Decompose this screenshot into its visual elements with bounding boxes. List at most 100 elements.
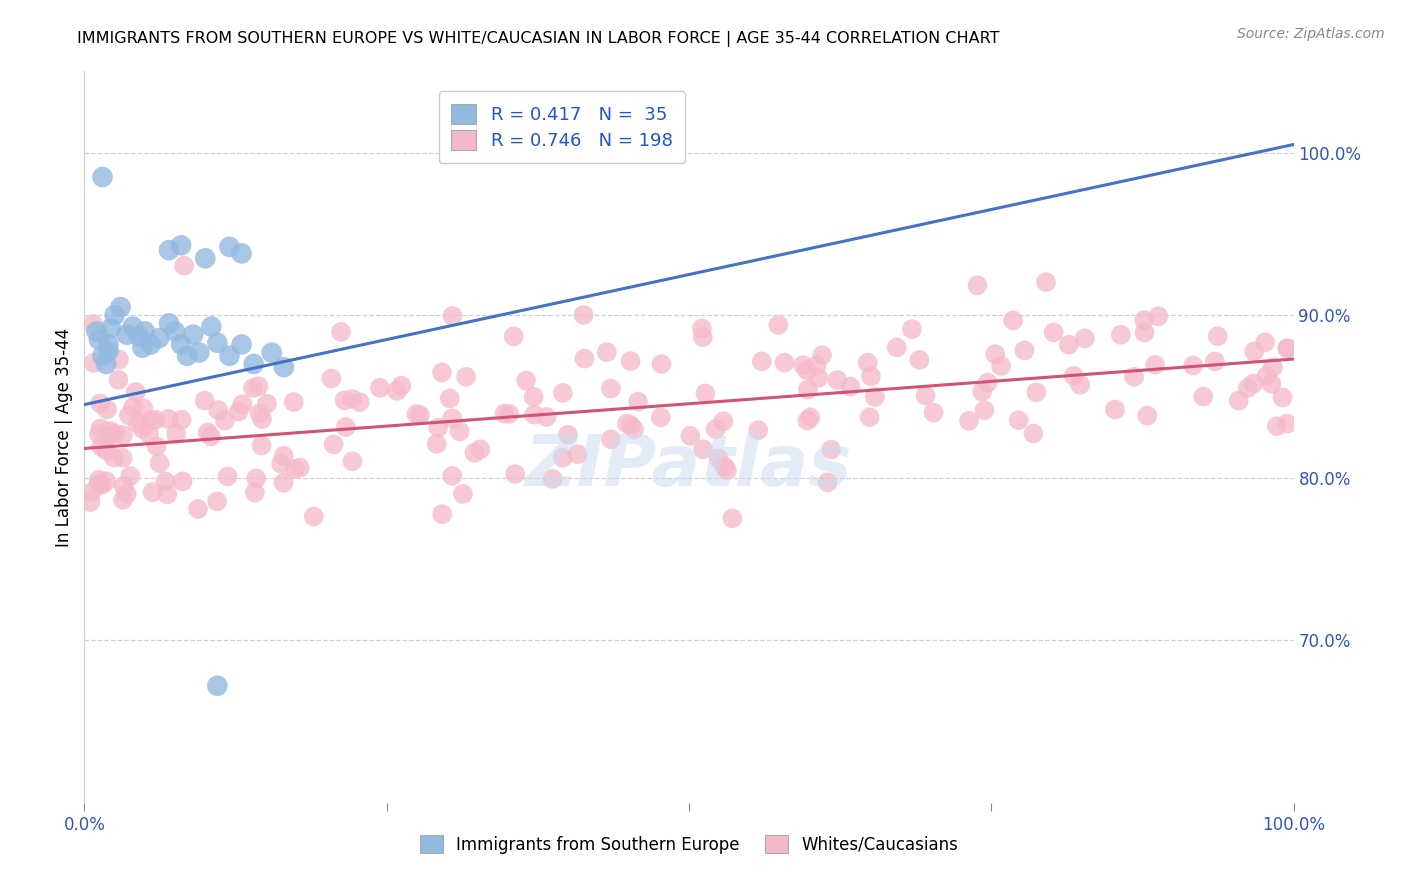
Point — [79, 495, 101, 509]
Point — [342, 454, 364, 468]
Point — [599, 382, 621, 396]
Point — [1035, 275, 1057, 289]
Point — [131, 421, 153, 435]
Point — [456, 369, 478, 384]
Point — [713, 414, 735, 428]
Point — [173, 259, 195, 273]
Point — [155, 475, 177, 489]
Point — [707, 451, 730, 466]
Point — [1022, 426, 1045, 441]
Point — [695, 386, 717, 401]
Point — [901, 322, 924, 336]
Point — [430, 507, 453, 521]
Point — [122, 401, 145, 415]
Point — [242, 357, 264, 371]
Point — [716, 463, 738, 477]
Point — [807, 371, 830, 385]
Point — [115, 327, 138, 342]
Point — [574, 351, 596, 366]
Point — [796, 363, 818, 377]
Point — [283, 395, 305, 409]
Point — [806, 359, 828, 373]
Point — [91, 169, 114, 184]
Point — [692, 330, 714, 344]
Point — [1254, 335, 1277, 350]
Point — [1277, 342, 1299, 356]
Point — [1144, 358, 1167, 372]
Point — [1236, 381, 1258, 395]
Point — [157, 316, 180, 330]
Point — [551, 450, 574, 465]
Point — [97, 343, 120, 358]
Point — [1265, 419, 1288, 434]
Point — [217, 469, 239, 483]
Point — [751, 354, 773, 368]
Point — [181, 327, 204, 342]
Point — [349, 395, 371, 409]
Point — [157, 243, 180, 257]
Point — [1133, 313, 1156, 327]
Point — [1260, 376, 1282, 391]
Point — [1277, 417, 1299, 431]
Point — [118, 409, 141, 423]
Point — [973, 403, 995, 417]
Point — [200, 319, 222, 334]
Point — [256, 397, 278, 411]
Point — [1025, 385, 1047, 400]
Text: IMMIGRANTS FROM SOUTHERN EUROPE VS WHITE/CAUCASIAN IN LABOR FORCE | AGE 35-44 CO: IMMIGRANTS FROM SOUTHERN EUROPE VS WHITE… — [77, 31, 1000, 47]
Point — [333, 393, 356, 408]
Point — [288, 460, 311, 475]
Point — [523, 408, 546, 422]
Point — [170, 238, 193, 252]
Point — [108, 352, 131, 367]
Point — [232, 397, 254, 411]
Point — [523, 390, 546, 404]
Point — [270, 457, 292, 471]
Point — [207, 403, 229, 417]
Point — [768, 318, 790, 332]
Point — [498, 407, 520, 421]
Point — [112, 479, 135, 493]
Point — [86, 325, 108, 339]
Point — [541, 472, 564, 486]
Point — [839, 379, 862, 393]
Point — [228, 404, 250, 418]
Point — [125, 384, 148, 399]
Point — [1069, 377, 1091, 392]
Point — [134, 325, 156, 339]
Point — [619, 354, 641, 368]
Point — [908, 353, 931, 368]
Point — [1042, 326, 1064, 340]
Point — [692, 442, 714, 457]
Point — [1002, 313, 1025, 327]
Point — [1227, 393, 1250, 408]
Point — [194, 393, 217, 408]
Point — [1243, 344, 1265, 359]
Point — [990, 359, 1012, 373]
Point — [273, 449, 295, 463]
Point — [1204, 354, 1226, 368]
Point — [157, 412, 180, 426]
Point — [145, 439, 167, 453]
Point — [1136, 409, 1159, 423]
Point — [451, 487, 474, 501]
Point — [409, 408, 432, 422]
Point — [1271, 391, 1294, 405]
Point — [792, 358, 814, 372]
Point — [704, 422, 727, 436]
Point — [322, 437, 344, 451]
Text: ZIPatlas: ZIPatlas — [526, 432, 852, 500]
Point — [1256, 368, 1278, 383]
Legend: Immigrants from Southern Europe, Whites/Caucasians: Immigrants from Southern Europe, Whites/… — [413, 829, 965, 860]
Point — [139, 413, 162, 427]
Point — [103, 450, 125, 465]
Point — [616, 417, 638, 431]
Point — [96, 402, 118, 417]
Point — [914, 388, 936, 402]
Point — [245, 471, 267, 485]
Point — [148, 456, 170, 470]
Point — [94, 357, 117, 371]
Point — [340, 392, 363, 406]
Point — [273, 360, 295, 375]
Point — [463, 446, 485, 460]
